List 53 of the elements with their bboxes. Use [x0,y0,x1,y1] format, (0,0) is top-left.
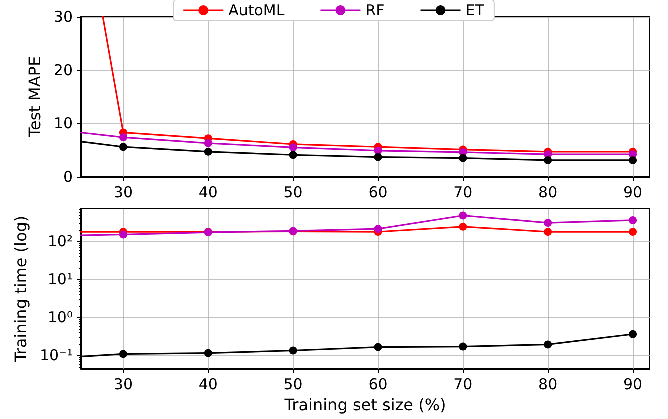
y-axis-title: Training time (log) [12,216,31,364]
x-tick-label: 60 [368,184,388,202]
point [544,340,552,349]
point [119,143,128,152]
y-tick-label: 10⁰ [48,308,73,326]
point [629,216,638,224]
x-tick-label: 40 [198,376,218,394]
y-tick-label: 30 [54,8,73,26]
point [204,349,212,358]
point [119,230,128,239]
x-tick-label: 50 [284,184,303,202]
x-tick-label: 70 [454,184,473,202]
point [459,222,468,231]
legend-label: RF [366,2,385,20]
point [119,134,128,142]
y-tick-label: 10 [54,114,73,133]
x-axis-title: Training set size (%) [284,395,446,414]
x-tick-label: 80 [538,184,558,202]
x-tick-label: 50 [284,376,303,394]
point [629,156,638,164]
x-tick-label: 40 [198,184,218,202]
y-tick-label: 10⁻¹ [40,346,73,364]
y-tick-label: 20 [54,61,73,80]
point [374,153,382,162]
point [289,144,298,152]
point [459,154,468,162]
point [459,342,468,351]
x-tick-label: 90 [623,376,643,394]
x-tick-label: 60 [368,376,388,394]
legend-label: ET [466,2,486,20]
x-tick-label: 90 [623,184,643,202]
x-tick-label: 30 [114,376,134,394]
point [289,151,298,160]
x-tick-label: 70 [454,376,473,394]
point [544,228,552,236]
point [629,330,638,338]
point [459,212,468,220]
point [544,219,552,228]
point [119,350,128,358]
y-tick-label: 10² [48,232,73,251]
y-tick-label: 0 [63,168,73,186]
point [374,343,382,352]
point [204,148,212,156]
point [289,346,298,355]
point [544,156,552,164]
x-tick-label: 80 [538,376,558,394]
point [374,225,382,234]
y-axis-title: Test MAPE [26,56,45,139]
point [204,139,212,148]
legend-label: AutoML [228,2,286,20]
point [629,228,638,236]
y-tick-label: 10¹ [48,270,73,289]
x-tick-label: 30 [114,184,134,202]
